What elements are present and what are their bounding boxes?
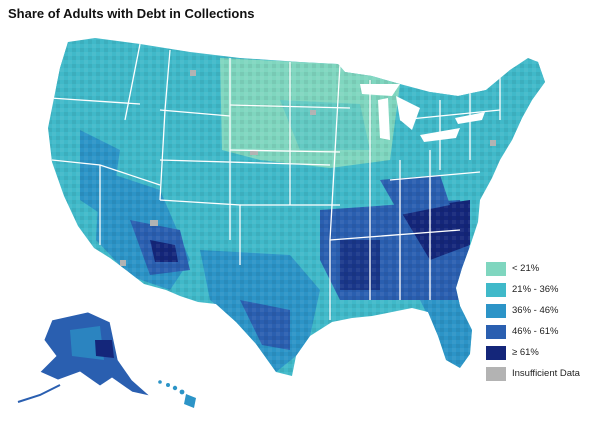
legend-item-gte61: ≥ 61% [486,344,586,361]
legend-swatch [486,282,506,297]
great-lakes [360,84,485,142]
hawaii [158,380,196,408]
legend-label: 36% - 46% [512,305,559,316]
legend-item-36-46: 36% - 46% [486,302,586,319]
legend-item-46-61: 46% - 61% [486,323,586,340]
legend-label: < 21% [512,263,540,274]
legend-label: ≥ 61% [512,347,539,358]
legend-swatch [486,366,506,381]
legend-swatch [486,303,506,318]
legend-label: 21% - 36% [512,284,559,295]
legend-swatch [486,345,506,360]
legend-swatch [486,261,506,276]
legend-item-21-36: 21% - 36% [486,281,586,298]
legend-label: 46% - 61% [512,326,559,337]
legend-item-insufficient: Insufficient Data [486,365,586,382]
legend-item-lt21: < 21% [486,260,586,277]
map-legend: < 21% 21% - 36% 36% - 46% 46% - 61% ≥ 61… [486,260,586,386]
legend-label: Insufficient Data [512,368,580,379]
legend-swatch [486,324,506,339]
state-borders [49,43,501,320]
map-title: Share of Adults with Debt in Collections [8,6,255,21]
